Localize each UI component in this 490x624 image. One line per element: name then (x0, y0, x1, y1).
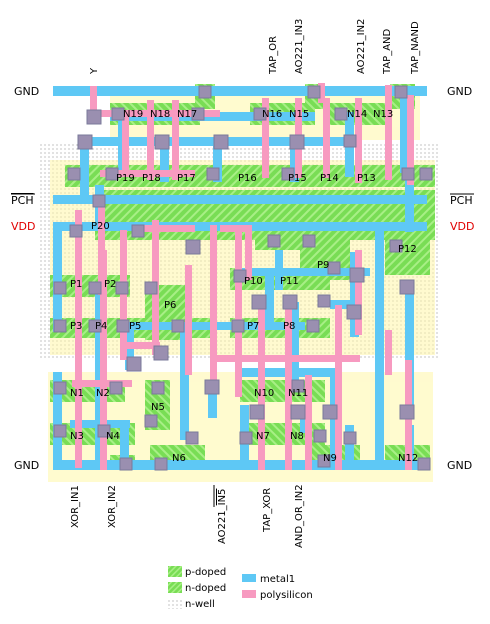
vdd-label-right: VDD (450, 220, 474, 233)
label-n8: N8 (290, 431, 304, 442)
legend-n-doped-label: n-doped (185, 583, 226, 594)
label-n6: N6 (172, 453, 186, 464)
gnd-label-left: GND (14, 85, 39, 98)
legend-p-doped-swatch (168, 566, 182, 577)
label-n10: N10 (254, 388, 274, 399)
pin-ao221-in2: AO221_IN2 (356, 19, 367, 74)
label-p14: P14 (320, 173, 339, 184)
legend-metal1-swatch (242, 574, 256, 582)
legend: p-doped n-doped n-well metal1 polysilico… (168, 566, 313, 610)
label-n11: N11 (288, 388, 308, 399)
label-p2: P2 (104, 279, 116, 290)
label-p4: P4 (95, 321, 107, 332)
legend-n-well-label: n-well (185, 599, 215, 610)
pin-xor-in2: XOR_IN2 (107, 485, 118, 528)
label-n12: N12 (398, 453, 418, 464)
bottom-pin-labels: XOR_IN1 XOR_IN2 AO221_IN5 TAP_XOR AND_OR… (70, 484, 305, 548)
legend-n-doped-swatch (168, 582, 182, 593)
pin-xor-in1: XOR_IN1 (70, 485, 81, 528)
label-p17: P17 (177, 173, 196, 184)
label-n5: N5 (151, 402, 165, 413)
gnd-label-bottom-left: GND (14, 459, 39, 472)
transistor-labels: N19 N18 N17 N16 N15 N14 N13 P19 P18 P17 … (70, 109, 418, 464)
pin-tap-nand: TAP_NAND (410, 21, 421, 75)
label-p18: P18 (142, 173, 161, 184)
pch-label-right: PCH (450, 194, 473, 207)
label-n1: N1 (70, 388, 84, 399)
label-p19: P19 (116, 173, 135, 184)
label-n2: N2 (96, 388, 110, 399)
label-p15: P15 (288, 173, 307, 184)
pin-tap-xor: TAP_XOR (262, 488, 273, 533)
label-p10: P10 (244, 276, 263, 287)
contacts (53, 85, 433, 471)
label-p20: P20 (91, 221, 110, 232)
pin-ao221-in3: AO221_IN3 (294, 19, 305, 74)
label-p16: P16 (238, 173, 257, 184)
gnd-rail-top (53, 86, 427, 96)
pin-ao221-in5: AO221_IN5 (217, 489, 228, 544)
label-p6: P6 (164, 300, 176, 311)
label-p5: P5 (129, 321, 141, 332)
label-p11: P11 (280, 276, 299, 287)
legend-polysilicon-swatch (242, 590, 256, 598)
label-n16: N16 (262, 109, 282, 120)
pch-label-left: PCH (11, 194, 34, 207)
label-n14: N14 (347, 109, 367, 120)
label-n3: N3 (70, 431, 84, 442)
pin-ao221-in5-suffix: IN5 (217, 489, 228, 506)
polysilicon-layer (72, 83, 414, 470)
label-n19: N19 (123, 109, 143, 120)
label-n7: N7 (256, 431, 270, 442)
label-n17: N17 (177, 109, 197, 120)
label-p1: P1 (70, 279, 82, 290)
label-p8: P8 (283, 321, 295, 332)
label-n18: N18 (150, 109, 170, 120)
pin-tap-and: TAP_AND (382, 28, 393, 75)
gnd-label-bottom-right: GND (447, 459, 472, 472)
pch-rail (53, 195, 427, 204)
label-p9: P9 (317, 260, 329, 271)
label-n9: N9 (323, 453, 337, 464)
label-n15: N15 (289, 109, 309, 120)
label-n4: N4 (106, 431, 120, 442)
pin-tap-or: TAP_OR (268, 36, 279, 75)
gnd-label-right: GND (447, 85, 472, 98)
legend-polysilicon-label: polysilicon (260, 590, 313, 601)
label-p7: P7 (247, 321, 259, 332)
vdd-label-left: VDD (11, 220, 35, 233)
label-n13: N13 (373, 109, 393, 120)
legend-metal1-label: metal1 (260, 574, 295, 585)
legend-n-well-swatch (168, 598, 182, 609)
pin-and-or-in2: AND_OR_IN2 (294, 484, 305, 548)
top-pin-labels: Y TAP_OR AO221_IN3 AO221_IN2 TAP_AND TAP… (89, 19, 421, 75)
label-p3: P3 (70, 321, 82, 332)
pin-ao221-in5-prefix: AO221_ (217, 504, 228, 544)
legend-p-doped-label: p-doped (185, 567, 226, 578)
label-p12: P12 (398, 244, 417, 255)
label-p13: P13 (357, 173, 376, 184)
pin-y: Y (89, 67, 100, 75)
